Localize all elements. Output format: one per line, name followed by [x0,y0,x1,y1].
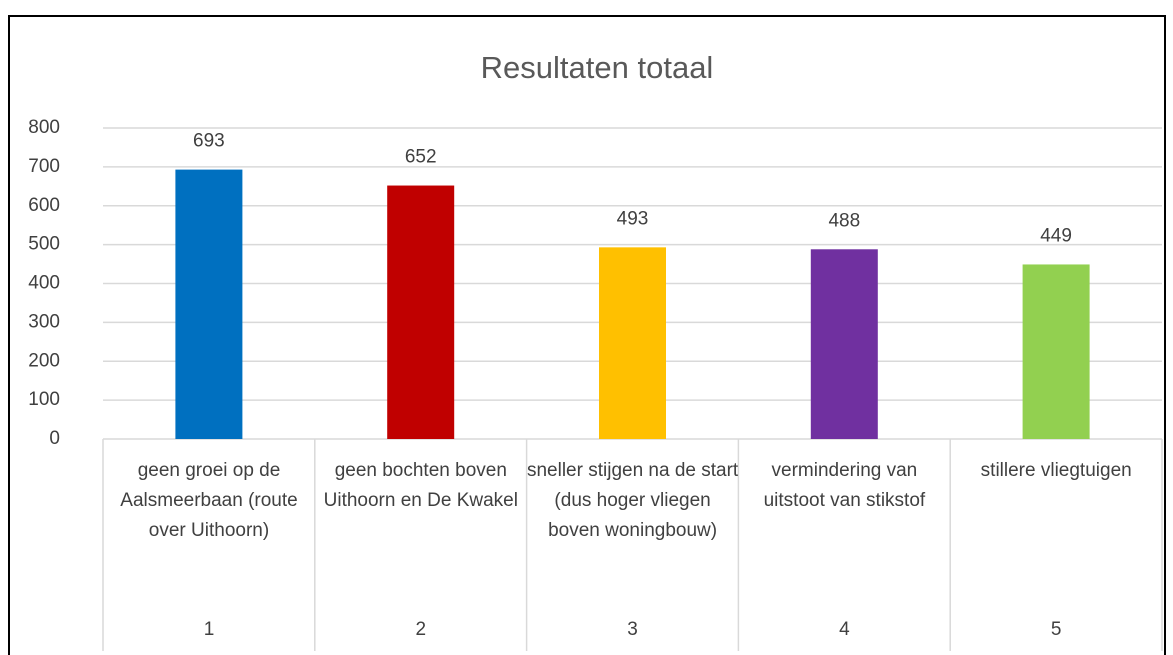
x-group-label: 2 [415,619,427,640]
chart-title: Resultaten totaal [481,50,714,85]
x-group-label: 1 [203,619,215,640]
y-tick-label: 100 [28,389,60,410]
x-tick-label: sneller stijgen na de start (dus hoger v… [526,460,739,541]
y-tick-label: 300 [28,311,60,332]
y-tick-label: 500 [28,234,60,255]
value-label: 493 [617,208,649,229]
y-tick-label: 200 [28,350,60,371]
x-group-label: 3 [627,619,638,640]
bar [810,249,878,439]
bar [599,247,666,439]
value-label: 488 [828,210,860,231]
bar [387,185,455,439]
bar [175,169,243,439]
value-label: 693 [193,131,225,152]
x-tick-label: geen bochten boven Uithoorn en De Kwakel [323,460,518,511]
x-tick-label: vermindering van uitstoot van stikstof [763,460,926,511]
y-tick-label: 0 [49,428,60,449]
x-tick-label: stillere vliegtuigen [980,460,1132,481]
y-tick-label: 400 [28,273,60,294]
y-tick-label: 800 [28,117,60,138]
x-group-label: 5 [1050,619,1062,640]
y-tick-label: 600 [28,195,60,216]
value-label: 449 [1040,225,1072,246]
value-label: 652 [405,147,437,168]
chart-frame [8,15,1166,655]
x-tick-label: geen groei op de Aalsmeerbaan (route ove… [120,460,298,541]
bar [1022,264,1090,439]
x-group-label: 4 [839,619,850,640]
y-tick-label: 700 [28,156,60,177]
